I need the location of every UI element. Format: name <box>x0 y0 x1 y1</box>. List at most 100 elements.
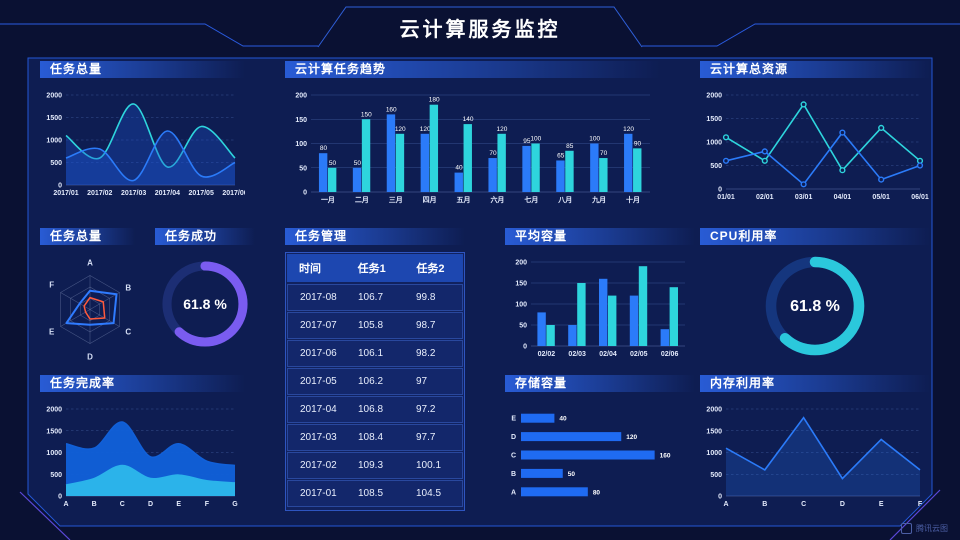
svg-text:D: D <box>148 501 153 508</box>
svg-text:D: D <box>87 353 93 362</box>
svg-text:02/03: 02/03 <box>568 351 586 358</box>
table-cell: 105.8 <box>358 320 384 331</box>
svg-text:2017/06: 2017/06 <box>222 190 245 197</box>
svg-text:50: 50 <box>519 323 527 330</box>
task-total-area-chart: 0 500 1000 1500 2000 2017/01 2017/02 2017/03 201… <box>46 93 245 198</box>
svg-text:C: C <box>801 501 806 508</box>
page-title: 云计算服务监控 <box>399 19 561 41</box>
svg-text:40: 40 <box>559 416 567 423</box>
panel-title-cloud-task-trend: 云计算任务趋势 <box>285 61 660 78</box>
table-cell: 97 <box>416 376 428 387</box>
panel-storage-capacity: 存储容量 E 40 D 120 C 160 B 50 A 80 <box>505 375 695 509</box>
vendor-watermark: 腾讯云图 <box>901 523 948 534</box>
svg-text:120: 120 <box>395 126 406 133</box>
panel-title-memory-usage: 内存利用率 <box>700 375 930 392</box>
svg-text:120: 120 <box>626 434 637 441</box>
svg-text:A: A <box>723 501 728 508</box>
table-cell: 99.8 <box>416 292 436 303</box>
table-row: 2017-08 106.7 99.8 <box>287 284 463 311</box>
svg-text:2000: 2000 <box>706 407 722 414</box>
table-cell: 2017-05 <box>300 376 337 387</box>
svg-text:四月: 四月 <box>423 196 437 204</box>
panel-task-table: 任务管理 时间 任务1 任务2 2017-08 106.7 99.8 2017-07 105.… <box>285 228 465 511</box>
svg-text:50: 50 <box>329 160 337 167</box>
svg-text:120: 120 <box>623 126 634 133</box>
svg-text:B: B <box>762 501 767 508</box>
cloud-total-resource-line-chart: 0 500 1000 1500 2000 01/01 02/01 03/01 04/01 05/0… <box>706 93 929 202</box>
task-success-donut-chart: 61.8 % <box>162 261 248 347</box>
table-cell: 106.8 <box>358 404 384 415</box>
svg-text:80: 80 <box>593 489 601 496</box>
svg-text:二月: 二月 <box>355 196 369 204</box>
svg-text:一月: 一月 <box>321 196 335 204</box>
table-row: 2017-01 108.5 104.5 <box>287 480 463 507</box>
svg-text:85: 85 <box>566 143 574 150</box>
svg-text:B: B <box>511 471 516 478</box>
svg-text:50: 50 <box>568 471 576 478</box>
svg-text:140: 140 <box>463 116 474 123</box>
panel-title-avg-capacity: 平均容量 <box>505 228 695 245</box>
table-cell: 2017-08 <box>300 292 337 303</box>
svg-text:500: 500 <box>50 160 62 167</box>
panel-title-task-completion: 任务完成率 <box>40 375 245 392</box>
table-row: 2017-06 106.1 98.2 <box>287 340 463 367</box>
svg-text:D: D <box>840 501 845 508</box>
panel-title-task-total-trend: 任务总量 <box>40 61 245 78</box>
svg-text:100: 100 <box>530 136 541 143</box>
svg-text:65: 65 <box>557 152 565 159</box>
table-row: 2017-07 105.8 98.7 <box>287 312 463 339</box>
task-total-radar-chart: A B C D E F <box>49 258 131 362</box>
table-header-cell: 时间 <box>299 263 321 275</box>
memory-usage-line-chart: 0 500 1000 1500 2000 A B C D E F <box>706 407 923 509</box>
svg-text:03/01: 03/01 <box>795 194 813 201</box>
svg-text:2000: 2000 <box>46 407 62 414</box>
svg-text:E: E <box>511 416 516 423</box>
svg-text:06/01: 06/01 <box>911 194 929 201</box>
svg-text:180: 180 <box>429 97 440 104</box>
svg-text:E: E <box>49 328 55 337</box>
svg-text:02/06: 02/06 <box>661 351 679 358</box>
svg-text:500: 500 <box>710 163 722 170</box>
svg-text:五月: 五月 <box>457 196 471 204</box>
svg-text:500: 500 <box>50 472 62 479</box>
svg-text:三月: 三月 <box>389 196 403 204</box>
svg-text:1500: 1500 <box>46 115 62 122</box>
panel-cpu-usage: CPU利用率 61.8 % <box>700 228 930 362</box>
svg-text:150: 150 <box>295 117 307 124</box>
svg-text:七月: 七月 <box>524 195 538 204</box>
svg-text:2000: 2000 <box>706 93 722 100</box>
panel-task-total-radar: 任务总量 A B C D E F <box>40 228 135 365</box>
task-management-table: 时间 任务1 任务2 2017-08 106.7 99.8 2017-07 105.8 98.7… <box>285 252 465 511</box>
table-cell: 97.2 <box>416 404 436 415</box>
task-completion-area-chart: 0 500 1000 1500 2000 A B C D E F G <box>46 407 238 509</box>
table-cell: 2017-01 <box>300 488 337 499</box>
svg-text:95: 95 <box>523 138 531 145</box>
svg-text:六月: 六月 <box>490 195 504 204</box>
svg-text:0: 0 <box>718 494 722 501</box>
table-cell: 108.4 <box>358 432 384 443</box>
panel-title-task-total-radar: 任务总量 <box>40 228 135 245</box>
vendor-watermark-label: 腾讯云图 <box>916 524 948 533</box>
svg-text:1000: 1000 <box>706 450 722 457</box>
table-cell: 106.2 <box>358 376 384 387</box>
table-cell: 2017-03 <box>300 432 337 443</box>
svg-text:2017/03: 2017/03 <box>121 190 146 197</box>
table-header-row: 时间 任务1 任务2 <box>287 254 463 282</box>
table-cell: 98.2 <box>416 348 436 359</box>
svg-text:F: F <box>918 501 923 508</box>
svg-text:A: A <box>87 258 93 267</box>
svg-text:01/01: 01/01 <box>717 194 735 201</box>
svg-text:B: B <box>125 283 131 292</box>
table-cell: 2017-06 <box>300 348 337 359</box>
svg-text:80: 80 <box>320 145 328 152</box>
svg-text:02/05: 02/05 <box>630 351 648 358</box>
svg-text:160: 160 <box>386 106 397 113</box>
svg-text:A: A <box>511 489 516 496</box>
svg-text:40: 40 <box>455 165 463 172</box>
svg-text:C: C <box>511 453 516 460</box>
svg-text:F: F <box>205 501 210 508</box>
panel-task-total-trend: 任务总量 0 500 1000 1500 2000 2017/01 2017/02 2017/… <box>40 61 245 201</box>
svg-text:1500: 1500 <box>706 428 722 435</box>
svg-text:200: 200 <box>515 260 527 267</box>
storage-capacity-hbar-chart: E 40 D 120 C 160 B 50 A 80 <box>511 413 671 497</box>
